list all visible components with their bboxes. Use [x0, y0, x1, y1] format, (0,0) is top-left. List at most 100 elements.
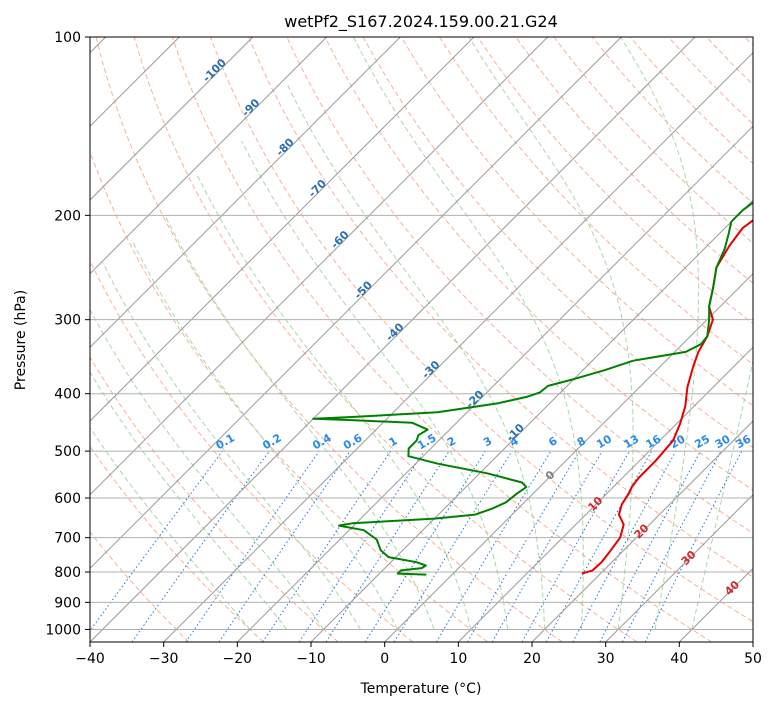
isotherm-line	[457, 346, 753, 642]
isotherm-label: -50	[352, 278, 375, 301]
isotherm-line	[531, 420, 753, 642]
background-lines	[90, 37, 753, 642]
x-tick-label: −10	[296, 651, 326, 667]
chart-title: wetPf2_S167.2024.159.00.21.G24	[284, 12, 558, 32]
y-tick-label: 900	[54, 595, 81, 611]
x-axis: −40 −30 −20 −10 0 10 20 30 40 50	[75, 642, 762, 667]
dry-adiabat	[591, 37, 753, 204]
x-tick-label: −40	[75, 651, 105, 667]
y-tick-label: 500	[54, 444, 81, 460]
dry-adiabat	[362, 37, 753, 449]
y-axis-title: Pressure (hPa)	[13, 290, 29, 390]
moist-adiabat	[102, 262, 361, 630]
isotherm-label: -70	[306, 177, 329, 200]
isotherm-line	[605, 493, 753, 642]
mixing-ratio-label: 1	[387, 434, 400, 449]
isotherm-label: -100	[200, 56, 229, 85]
moist-adiabat	[90, 371, 288, 630]
y-axis: 100 200 300 400 500 600 700 800 900 1000	[45, 30, 90, 638]
moist-adiabat	[691, 358, 753, 630]
dry-adiabat	[133, 37, 638, 642]
isotherm-line	[90, 37, 254, 201]
isotherm-label: -90	[239, 96, 262, 119]
x-tick-label: −20	[223, 651, 253, 667]
dry-adiabat	[744, 37, 753, 47]
y-tick-label: 200	[54, 208, 81, 224]
x-tick-label: −30	[149, 651, 179, 667]
isotherm-line	[384, 272, 753, 642]
mixing-ratio-label: 0.4	[310, 431, 334, 452]
y-tick-label: 800	[54, 565, 81, 581]
dry-adiabat	[95, 37, 563, 642]
y-tick-label: 300	[54, 313, 81, 329]
x-tick-label: 10	[449, 651, 467, 667]
mixing-ratio-label: 30	[713, 432, 733, 451]
dry-adiabat	[706, 37, 753, 86]
x-tick-label: 30	[597, 651, 615, 667]
x-tick-label: 20	[523, 651, 541, 667]
y-tick-label: 100	[54, 30, 81, 46]
plot-frame	[89, 36, 754, 643]
mixing-ratio-label: 0.1	[214, 431, 237, 452]
mixing-ratio-line	[131, 450, 270, 642]
dry-adiabat	[90, 259, 414, 642]
moist-adiabat	[195, 173, 472, 630]
series-layer	[312, 201, 753, 576]
x-tick-label: 0	[380, 651, 389, 667]
mixing-ratio-line	[262, 450, 392, 642]
isotherm-line	[90, 37, 696, 642]
isotherm-label: -30	[419, 358, 442, 381]
dry-adiabat	[324, 37, 753, 491]
x-axis-title: Temperature (°C)	[360, 681, 482, 697]
mixing-ratio-label: 6	[546, 434, 559, 449]
dry-adiabat	[515, 37, 753, 284]
y-tick-label: 700	[54, 531, 81, 547]
mixing-ratio-label: 2	[445, 434, 458, 449]
mixing-ratio-line	[185, 450, 320, 642]
warm-isotherm-label: 0	[543, 468, 558, 483]
mixing-ratio-line	[298, 450, 425, 642]
mixing-ratio-label: 0.6	[341, 431, 365, 452]
mixing-ratio-line	[599, 450, 701, 642]
mixing-ratio-line	[90, 450, 223, 632]
x-tick-label: 40	[670, 651, 688, 667]
dry-adiabat	[553, 37, 753, 244]
isotherm-label: -60	[328, 228, 351, 251]
mixing-ratio-label: 25	[692, 432, 712, 451]
isotherm-line	[90, 37, 549, 496]
mixing-ratio-line	[572, 450, 677, 642]
isotherm-line	[752, 641, 753, 642]
moist-adiabat	[90, 426, 251, 630]
isotherm-line	[90, 37, 328, 275]
mixing-ratio-label: 16	[644, 432, 664, 451]
dry-adiabat	[248, 37, 753, 578]
mixing-ratio-label: 10	[594, 432, 614, 451]
dry-adiabat	[438, 37, 753, 366]
dry-adiabat	[90, 150, 488, 642]
y-tick-label: 1000	[45, 622, 81, 638]
dry-adiabat	[90, 356, 339, 642]
dewpoint-series-line	[312, 201, 753, 576]
isotherm-line	[163, 51, 753, 642]
mixing-ratio-line	[521, 450, 630, 642]
dry-adiabat	[210, 37, 753, 623]
y-tick-label: 400	[54, 387, 81, 403]
mixing-ratio-line	[545, 450, 653, 642]
mixing-ratio-label: 13	[621, 432, 641, 451]
warm-isotherm-label: 10	[585, 494, 605, 514]
grid-lines	[90, 37, 753, 642]
isotherm-line	[90, 37, 401, 349]
moist-adiabat	[286, 83, 546, 630]
mixing-ratio-label: 8	[575, 434, 588, 449]
moist-adiabat	[620, 37, 700, 630]
mixing-ratio-line	[218, 450, 351, 642]
moist-adiabat	[241, 141, 509, 630]
isotherm-line	[310, 199, 753, 642]
temperature-series-line	[581, 219, 753, 575]
dry-adiabat	[171, 37, 712, 642]
mixing-ratio-line	[325, 450, 450, 642]
y-tick-label: 600	[54, 491, 81, 507]
isotherm-label: -80	[273, 135, 296, 158]
isotherm-line	[236, 125, 753, 642]
